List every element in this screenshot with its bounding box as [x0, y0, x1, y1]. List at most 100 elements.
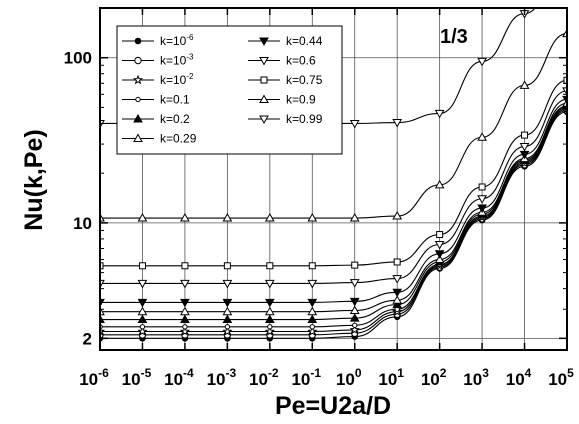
data-point	[349, 324, 360, 335]
data-point	[309, 324, 315, 330]
data-point	[351, 261, 359, 269]
legend-label: k=10-3	[160, 53, 194, 68]
x-axis-title: Pe=U2a/D	[275, 392, 391, 420]
data-point	[180, 306, 190, 316]
series-7	[100, 87, 567, 289]
legend-entry: k=0.9	[248, 93, 316, 107]
legend-marker	[259, 37, 269, 47]
data-point	[392, 211, 403, 220]
legend-marker	[260, 76, 268, 84]
legend-entry: k=0.44	[248, 34, 323, 48]
legend-label: k=10-6	[160, 33, 194, 48]
data-point	[100, 262, 104, 270]
data-point	[436, 231, 444, 239]
legend-entry: k=0.2	[122, 112, 190, 126]
x-tick-label: 10-4	[164, 366, 194, 389]
legend-marker	[135, 96, 141, 103]
data-point	[478, 183, 486, 191]
data-point	[180, 279, 190, 289]
data-point	[264, 279, 275, 289]
data-point	[349, 305, 360, 314]
legend-label: k=10-2	[160, 72, 194, 87]
legend: k=10-6 k=10-3 k=10-2 k=0.1 k=0.2 k=0.29 k=0.44…	[116, 25, 343, 155]
legend-entry: k=0.6	[248, 54, 316, 68]
legend-box	[116, 25, 343, 155]
data-point	[308, 262, 316, 270]
legend-marker	[259, 94, 269, 103]
data-point	[224, 324, 231, 330]
data-point	[349, 213, 360, 222]
data-point	[264, 298, 275, 308]
data-point	[137, 326, 148, 336]
data-point	[519, 143, 530, 152]
x-tick-labels: 10-6 10-5 10-4 10-3 10-2 10-1 100 101 102 103 104 1…	[79, 366, 574, 389]
data-point	[264, 326, 275, 336]
legend-label: k=0.1	[160, 93, 190, 107]
x-tick-label: 10-3	[207, 366, 237, 389]
legend-marker	[134, 37, 142, 45]
data-point	[181, 262, 189, 270]
plot-frame	[99, 7, 568, 351]
data-point	[137, 298, 148, 308]
data-point	[477, 204, 487, 214]
legend-entry: k=0.29	[122, 132, 197, 146]
y-tick-label: 100	[64, 49, 92, 68]
legend-marker	[259, 115, 269, 125]
legend-label: k=0.44	[286, 34, 323, 48]
data-point	[477, 132, 487, 141]
data-point	[434, 109, 445, 119]
data-point	[307, 326, 318, 336]
data-point	[137, 306, 148, 316]
data-point	[392, 299, 403, 309]
data-point	[223, 262, 231, 270]
y-tick-label: 2	[83, 329, 92, 348]
legend-marker	[259, 57, 269, 66]
data-point	[264, 213, 275, 222]
data-point	[392, 119, 403, 128]
x-tick-label: 10-2	[249, 366, 279, 389]
data-point	[137, 213, 148, 222]
x-tick-label: 101	[378, 366, 404, 389]
data-point	[349, 313, 360, 322]
data-point	[392, 275, 403, 284]
legend-entry: k=10-6	[122, 33, 194, 48]
data-point	[266, 262, 274, 270]
data-point	[222, 306, 233, 316]
series-6	[100, 95, 567, 308]
data-point	[264, 306, 275, 316]
data-point	[307, 279, 318, 289]
data-point	[477, 195, 487, 204]
data-point	[307, 298, 318, 308]
data-point	[180, 213, 190, 222]
y-axis-title: Nu(k,Pe)	[20, 129, 48, 230]
data-point	[521, 131, 529, 139]
x-tick-label: 104	[506, 366, 532, 389]
data-point	[264, 314, 275, 324]
data-point	[138, 262, 146, 270]
data-point	[307, 306, 318, 316]
x-tick-label: 103	[463, 366, 489, 389]
data-point	[434, 240, 445, 250]
data-point	[222, 326, 233, 336]
legend-entry: k=10-2	[122, 72, 194, 87]
data-point	[139, 324, 146, 330]
legend-entry: k=0.99	[248, 112, 323, 126]
data-point	[307, 213, 318, 222]
data-point	[349, 119, 360, 129]
legend-marker	[132, 74, 144, 85]
x-tick-label: 10-1	[291, 366, 321, 389]
x-tick-label: 10-5	[122, 366, 152, 389]
series-8	[100, 76, 567, 270]
data-point	[352, 322, 358, 328]
data-point	[434, 250, 445, 259]
legend-entry: k=10-3	[122, 53, 194, 68]
x-tick-label: 102	[421, 366, 447, 389]
legend-marker	[133, 113, 143, 123]
data-point	[222, 314, 233, 324]
y-tick-labels: 2 10 100	[64, 49, 92, 349]
legend-entry: k=0.75	[248, 73, 323, 87]
x-tick-label: 100	[336, 366, 362, 389]
data-point	[307, 314, 318, 324]
data-point	[393, 258, 401, 266]
